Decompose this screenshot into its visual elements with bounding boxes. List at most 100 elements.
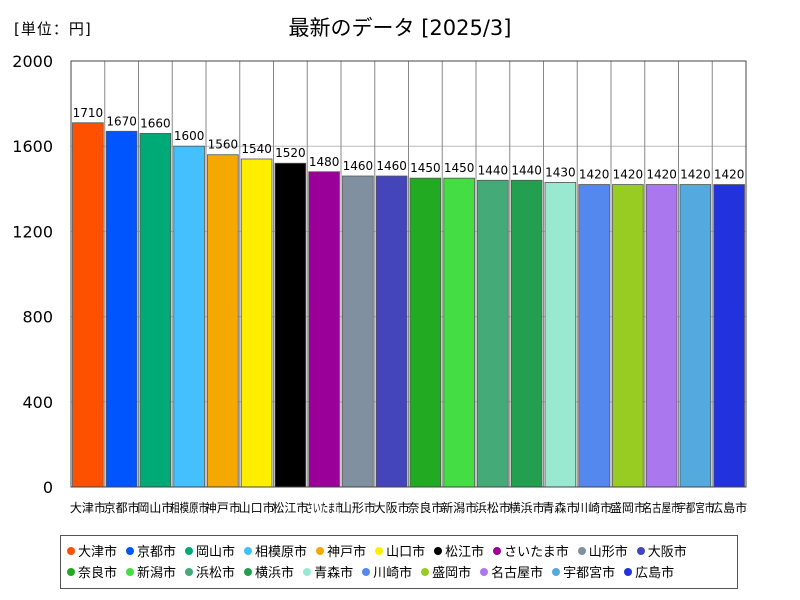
legend-label: 大阪市 [647,545,687,560]
bar-value-label: 1460 [343,159,374,173]
legend-marker [244,567,253,576]
legend-marker [67,567,75,576]
x-tick-label: 名古屋市 [643,500,681,515]
legend-marker [126,546,135,555]
bar [713,184,745,488]
y-tick-label: 2000 [12,52,53,71]
bar [477,179,509,488]
plot-frame [70,60,747,488]
x-tick-label: 山口市 [239,500,275,515]
legend-marker [244,546,253,555]
legend-marker [67,546,75,555]
bar [544,182,577,488]
x-tick-label: さいたま市 [305,500,343,515]
y-tick-label: 1200 [12,222,53,241]
bar [274,162,307,488]
legend-label: 岡山市 [196,545,236,560]
bar [72,122,104,488]
legend-label: 京都市 [137,545,177,560]
legend-label: 川崎市 [373,566,413,581]
x-tick-label: 浜松市 [475,500,511,515]
legend-label: 宇都宮市 [563,566,616,581]
bar-value-label: 1540 [241,142,272,156]
legend-item: 川崎市 [362,561,412,582]
legend-label: 奈良市 [78,566,118,581]
bar [105,130,138,488]
legend-marker [434,546,443,555]
legend-marker [577,546,586,555]
legend-item: 宇都宮市 [552,561,615,582]
bar [139,133,172,488]
bar [578,184,610,488]
legend-label: 名古屋市 [491,566,544,581]
bar [207,154,239,488]
legend-marker [362,567,371,576]
bar-value-label: 1450 [410,161,441,175]
legend-label: 新潟市 [137,566,177,581]
x-tick-label: 新潟市 [441,500,477,515]
legend-item: 松江市 [434,540,484,561]
x-tick-label: 神戸市 [205,500,241,515]
chart-title: 最新のデータ [2025/3] [288,16,512,40]
x-tick-label: 岡山市 [137,500,173,515]
y-tick-label: 800 [22,308,53,327]
legend-marker [421,567,430,576]
x-tick-label: 松江市 [272,500,308,515]
legend-label: 青森市 [314,566,354,581]
legend-marker [126,567,135,576]
legend-item: 広島市 [624,561,674,582]
x-tick-label: 川崎市 [576,500,612,515]
bar-chart: 0 400 800 1200 1600 2000 1710 大津市 1670 京都市 1660 岡山市… [12,52,747,515]
legend-label: 浜松市 [196,566,236,581]
legend-label: 盛岡市 [432,566,472,581]
legend-item: 新潟市 [126,561,176,582]
bar [173,145,205,488]
x-tick-label: 京都市 [104,500,140,515]
legend-marker [552,567,561,576]
bar-value-label: 1420 [680,168,711,182]
y-tick-label: 1600 [12,137,53,156]
legend-marker [480,567,489,576]
bar-value-label: 1600 [174,129,205,143]
legend-item: 奈良市 [67,561,117,582]
x-tick-label: 大阪市 [374,500,410,515]
x-tick-label: 横浜市 [509,500,545,515]
legend-item: 京都市 [126,540,176,561]
bar-value-label: 1420 [613,168,644,182]
bar-value-label: 1420 [646,168,677,182]
x-tick-label: 宇都宮市 [677,500,715,515]
legend-item: 大津市 [67,540,117,561]
bar-value-label: 1460 [376,159,407,173]
bar-value-label: 1440 [511,163,542,177]
legend-marker [185,567,194,576]
y-tick-label: 0 [43,478,53,497]
bar [645,184,678,488]
bar-value-label: 1480 [309,155,340,169]
unit-label: [単位：円] [14,20,92,38]
legend-label: 横浜市 [255,566,295,581]
legend-label: 神戸市 [327,545,367,560]
legend-item: 神戸市 [316,540,366,561]
bar [342,175,374,488]
bar-value-label: 1710 [73,106,104,120]
legend-item: 相模原市 [244,540,307,561]
legend-marker [303,567,312,576]
x-tick-label: 大津市 [70,500,106,515]
bar [679,184,712,488]
x-tick-label: 青森市 [542,500,578,515]
legend-label: 相模原市 [255,545,308,560]
x-tick-label: 盛岡市 [610,500,646,515]
legend-marker [636,546,645,555]
legend-marker [185,546,194,555]
legend-item: 盛岡市 [421,561,471,582]
legend-label: さいたま市 [504,545,569,560]
bar-value-label: 1560 [208,138,239,152]
legend-marker [493,546,502,555]
x-tick-label: 相模原市 [170,500,208,515]
bar-value-label: 1420 [714,168,745,182]
legend-item: 大阪市 [636,540,687,561]
legend-label: 広島市 [635,566,675,581]
legend-item: 横浜市 [244,561,294,582]
x-tick-label: 奈良市 [407,500,443,515]
legend-item: 青森市 [303,561,353,582]
